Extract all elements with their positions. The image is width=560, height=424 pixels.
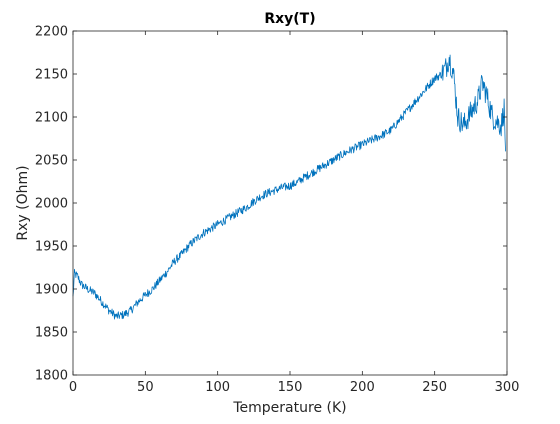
y-tick-label: 2200: [35, 25, 68, 40]
y-tick-label: 1900: [35, 283, 68, 298]
y-tick-label: 2100: [35, 111, 68, 126]
x-tick-label: 200: [350, 380, 375, 395]
y-tick-label: 1950: [35, 240, 68, 255]
y-tick-label: 2050: [35, 154, 68, 169]
x-tick-label: 100: [205, 380, 230, 395]
x-tick-label: 50: [137, 380, 154, 395]
x-tick-label: 250: [422, 380, 447, 395]
y-tick-label: 1850: [35, 326, 68, 341]
series-line: [72, 54, 506, 320]
y-tick-label: 2150: [35, 68, 68, 83]
y-tick-label: 1800: [35, 369, 68, 384]
x-tick-label: 0: [69, 380, 77, 395]
chart-title: Rxy(T): [264, 11, 315, 27]
y-axis-title: Rxy (Ohm): [15, 165, 31, 240]
plot-area: [73, 31, 507, 375]
y-tick-label: 2000: [35, 197, 68, 212]
x-tick-label: 150: [278, 380, 303, 395]
x-axis-title: Temperature (K): [232, 400, 346, 416]
x-tick-label: 300: [495, 380, 520, 395]
